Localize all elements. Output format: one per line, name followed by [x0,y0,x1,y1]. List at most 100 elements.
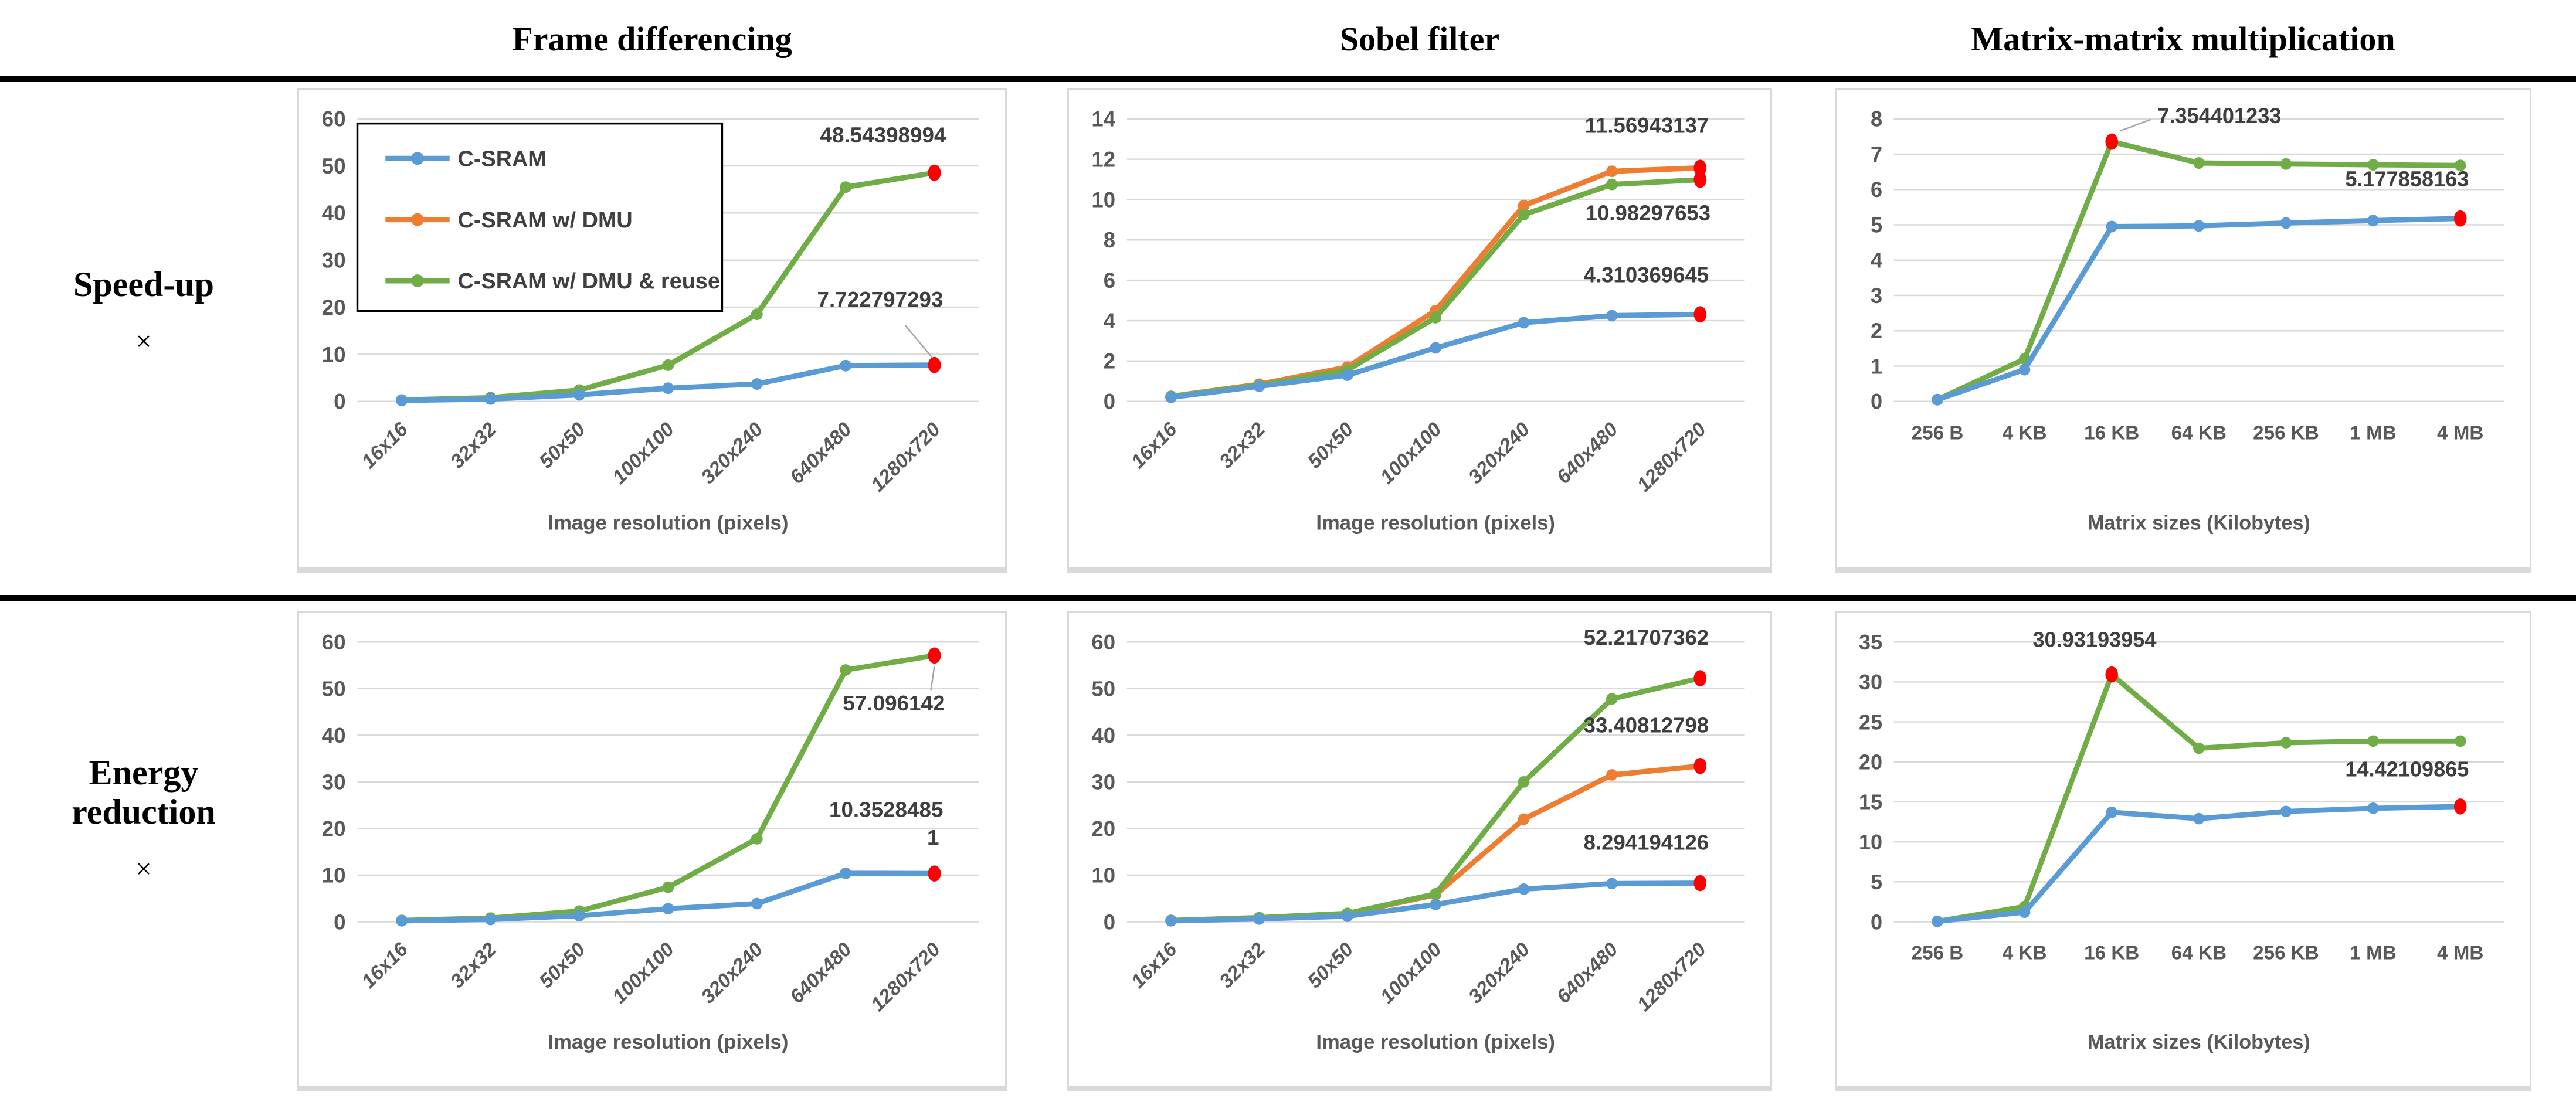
data-point-c-sram [2018,906,2031,918]
data-point-c-sram [2193,812,2205,825]
y-tick-label: 0 [334,390,345,414]
y-tick-label: 4 [1871,248,1883,272]
x-tick-label: 320x240 [1464,938,1534,1008]
y-tick-label: 30 [322,770,346,794]
x-tick-label: 16 KB [2084,422,2139,444]
x-tick-label: 4 MB [2437,422,2483,444]
data-point-c-sram [1165,391,1177,403]
x-tick-label: 320x240 [697,418,767,488]
data-point-c-sram [1341,369,1353,381]
label-leader-line [904,325,934,359]
data-point-c-sram-w-dmu-reuse [751,308,763,321]
data-point-c-sram [2280,217,2292,229]
red-end-marker [1693,757,1707,774]
data-point-c-sram-w-dmu-reuse [1518,209,1530,221]
data-label: 7.722797293 [817,287,943,311]
data-point-c-sram [1932,915,1943,927]
data-point-c-sram [2367,215,2379,227]
x-axis-title: Image resolution (pixels) [1316,1031,1555,1053]
multiplication-sign: × [135,853,152,885]
row-label-text: reduction [72,793,216,832]
column-header-sobel-filter: Sobel filter [1339,19,1500,58]
y-tick-label: 10 [322,342,346,366]
data-label: 30.93193954 [2032,627,2156,651]
y-tick-label: 10 [1859,830,1882,854]
data-point-c-sram [662,903,674,915]
data-point-c-sram-w-dmu-reuse [840,181,852,193]
data-point-c-sram [1253,380,1265,392]
x-tick-label: 50x50 [1304,938,1358,992]
data-point-c-sram [2106,220,2118,233]
x-tick-label: 32x32 [446,938,501,992]
label-leader-line [2119,118,2151,132]
x-tick-label: 50x50 [535,938,590,992]
legend-label: C-SRAM [458,147,547,172]
y-tick-label: 15 [1859,790,1882,814]
data-point-c-sram [396,395,408,407]
data-point-c-sram [1165,915,1177,927]
data-point-c-sram-w-dmu-reuse [2280,158,2292,170]
legend-marker-dot-c-sram-w-dmu-reuse [411,274,424,287]
y-tick-label: 12 [1091,147,1115,171]
x-tick-label: 4 MB [2437,942,2483,964]
data-point-c-sram-w-dmu-reuse [2193,742,2205,754]
data-point-c-sram-w-dmu-reuse [2454,159,2466,172]
x-tick-label: 16x16 [1127,419,1181,473]
red-end-marker [1693,875,1707,892]
data-label: 5.177858163 [2345,167,2469,191]
y-tick-label: 50 [322,677,346,701]
data-point-c-sram-w-dmu-reuse [1606,693,1618,705]
red-end-marker [928,647,941,664]
x-axis-title: Matrix sizes (Kilobytes) [2088,512,2310,534]
chart-energy-reduction-frame-differencing: 0 10 20 30 40 50 60 16x16 32x32 50x50 100x100 320x2… [297,611,1007,1091]
data-point-c-sram [2018,363,2031,376]
data-point-c-sram [2367,802,2379,814]
data-point-c-sram-w-dmu-reuse [1606,178,1618,191]
x-tick-label: 100x100 [608,418,678,488]
data-point-c-sram [751,378,763,390]
header-divider-line [0,76,2576,82]
x-tick-label: 1280x720 [867,938,945,1015]
data-point-c-sram [1606,310,1618,322]
red-end-marker [928,164,941,181]
chart-canvas: 0 10 20 30 40 50 60 16x16 32x32 50x50 100x100 320x2… [322,630,979,1053]
y-tick-label: 20 [322,295,346,319]
row-label-energy-reduction: Energy reduction × [6,753,281,885]
x-axis-title: Image resolution (pixels) [548,511,788,534]
data-label: 48.54398994 [820,123,946,147]
x-tick-label: 32x32 [1216,938,1270,992]
data-label: 1 [927,825,939,849]
x-tick-label: 64 KB [2171,942,2227,964]
y-tick-label: 6 [1104,268,1115,293]
y-tick-label: 5 [1871,213,1882,237]
data-point-c-sram [840,867,852,879]
chart-speed-up-frame-differencing: 0 10 20 30 40 50 60 16x16 32x32 50x50 100x100 320x2… [297,88,1007,573]
y-tick-label: 20 [322,817,346,841]
data-label: 14.42109865 [2345,757,2469,781]
y-tick-label: 25 [1859,710,1882,734]
red-end-marker [1693,159,1707,176]
data-point-c-sram [1430,342,1442,354]
data-point-c-sram-w-dmu-reuse [2454,735,2466,747]
y-tick-label: 40 [322,723,346,747]
data-point-c-sram [1341,910,1353,922]
data-point-c-sram-w-dmu-reuse [662,881,674,893]
data-point-c-sram [1518,317,1530,329]
x-axis-title: Image resolution (pixels) [548,1031,788,1053]
data-label: 33.40812798 [1584,713,1709,737]
y-tick-label: 14 [1091,107,1115,131]
chart-canvas: 0 5 10 15 20 25 30 35 256 B 4 KB 16 KB 64 KB 256 KB 1… [1859,627,2504,1053]
red-end-marker [928,865,941,882]
data-label: 57.096142 [843,691,945,715]
x-tick-label: 16 KB [2084,942,2139,964]
x-tick-label: 16x16 [357,418,412,472]
x-tick-label: 16x16 [1127,938,1182,992]
x-tick-label: 4 KB [2003,942,2047,964]
y-tick-label: 0 [1104,390,1115,414]
chart-canvas: 0 10 20 30 40 50 60 16x16 32x32 50x50 100x100 320x2… [1091,625,1745,1053]
y-tick-label: 3 [1871,284,1882,308]
data-point-c-sram-w-dmu-reuse [2367,159,2379,171]
data-point-c-sram-w-dmu [1518,813,1530,825]
y-tick-label: 5 [1871,870,1882,894]
